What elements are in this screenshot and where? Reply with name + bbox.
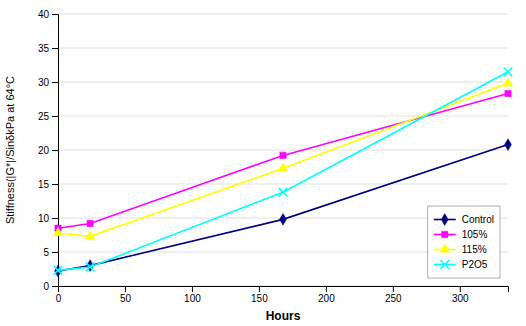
y-tick: 40 xyxy=(38,9,58,20)
point xyxy=(278,163,288,171)
y-tick-label: 30 xyxy=(38,77,50,88)
grid-line xyxy=(58,82,508,83)
y-tick-label: 25 xyxy=(38,111,50,122)
y-tick-mark xyxy=(52,14,58,15)
y-tick-label: 15 xyxy=(38,179,50,190)
y-tick: 20 xyxy=(38,145,58,156)
x-tick: 50 xyxy=(120,286,132,304)
x-tick-mark xyxy=(460,286,461,292)
point xyxy=(279,188,288,197)
x-tick-label: 250 xyxy=(385,293,402,304)
y-tick-mark xyxy=(52,184,58,185)
x-tick-mark xyxy=(393,286,394,292)
legend-swatch-marker xyxy=(442,231,448,237)
point xyxy=(280,152,286,158)
point xyxy=(87,220,93,226)
legend: Control 105% 115% P2O5 xyxy=(428,206,500,278)
legend-item: 115% xyxy=(434,244,487,255)
x-tick-label: 50 xyxy=(120,293,132,304)
legend-label: 115% xyxy=(462,244,487,255)
y-tick-mark xyxy=(52,286,58,287)
point xyxy=(280,213,287,225)
legend-label: 105% xyxy=(462,229,488,240)
x-axis-title: Hours xyxy=(266,309,301,323)
y-tick-mark xyxy=(52,48,58,49)
legend-label: Control xyxy=(462,214,494,225)
point xyxy=(85,231,95,239)
y-axis-line xyxy=(52,15,59,287)
grid-line xyxy=(58,150,508,151)
legend-item: P2O5 xyxy=(434,259,488,270)
grid-line xyxy=(58,48,508,49)
y-tick-label: 40 xyxy=(38,9,50,20)
y-tick-label: 5 xyxy=(43,247,49,258)
x-tick-label: 0 xyxy=(56,293,62,304)
marks xyxy=(53,67,513,276)
x-axis-line xyxy=(59,287,509,293)
point xyxy=(87,260,94,272)
legend-swatch-marker xyxy=(440,244,450,252)
legend-label: P2O5 xyxy=(462,259,488,270)
plot: 0 50 100 150 200 250 300 0 5 10 15 20 25 30 35 40 Contro… xyxy=(38,9,513,304)
x-tick-mark xyxy=(125,286,126,292)
y-tick: 0 xyxy=(43,281,58,292)
y-tick: 25 xyxy=(38,111,58,122)
x-tick-label: 300 xyxy=(452,293,469,304)
grid xyxy=(58,14,508,286)
x-tick: 150 xyxy=(251,286,268,304)
grid-line xyxy=(58,116,508,117)
point xyxy=(503,78,513,86)
point xyxy=(86,263,95,272)
grid-line xyxy=(58,14,508,15)
grid-line xyxy=(58,184,508,185)
x-tick-mark xyxy=(259,286,260,292)
y-tick-label: 0 xyxy=(43,281,49,292)
x-tick-label: 150 xyxy=(251,293,268,304)
y-axis: 0 5 10 15 20 25 30 35 40 xyxy=(38,9,59,292)
x-tick-mark xyxy=(192,286,193,292)
legend-box xyxy=(428,206,500,278)
y-tick-mark xyxy=(52,82,58,83)
x-tick-label: 100 xyxy=(184,293,201,304)
y-tick: 30 xyxy=(38,77,58,88)
point xyxy=(55,265,62,277)
y-tick-label: 10 xyxy=(38,213,50,224)
y-tick: 15 xyxy=(38,179,58,190)
y-tick: 10 xyxy=(38,213,58,224)
x-tick: 250 xyxy=(385,286,402,304)
point xyxy=(505,90,511,96)
legend-swatch-marker xyxy=(441,214,448,226)
legend-item: Control xyxy=(434,214,494,226)
point xyxy=(53,227,63,235)
y-tick: 35 xyxy=(38,43,58,54)
y-tick-label: 20 xyxy=(38,145,50,156)
y-tick-mark xyxy=(52,252,58,253)
x-tick-mark xyxy=(326,286,327,292)
point xyxy=(505,139,512,151)
x-tick-label: 200 xyxy=(318,293,335,304)
chart: 0 50 100 150 200 250 300 0 5 10 15 20 25 30 35 40 Contro… xyxy=(0,0,526,326)
series xyxy=(53,78,513,239)
y-tick: 5 xyxy=(43,247,58,258)
y-tick-mark xyxy=(52,150,58,151)
x-tick: 100 xyxy=(184,286,201,304)
x-tick: 0 xyxy=(56,286,62,304)
point xyxy=(504,67,513,76)
y-tick-mark xyxy=(52,116,58,117)
y-tick-label: 35 xyxy=(38,43,50,54)
point xyxy=(54,266,63,275)
x-tick: 300 xyxy=(452,286,469,304)
x-axis: 0 50 100 150 200 250 300 xyxy=(56,286,509,304)
y-axis-title: Stiffness(|G*|/SinδkPa at 64°C xyxy=(4,76,16,224)
y-tick-mark xyxy=(52,218,58,219)
legend-swatch-marker xyxy=(440,260,449,269)
x-tick: 200 xyxy=(318,286,335,304)
legend-item: 105% xyxy=(434,229,488,240)
